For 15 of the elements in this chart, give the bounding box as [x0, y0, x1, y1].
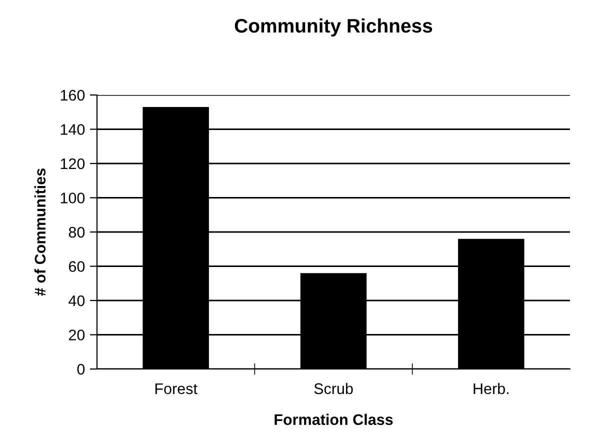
y-tick-label: 120: [60, 158, 85, 170]
y-tick-label: 100: [60, 192, 85, 204]
y-tick-label: 60: [68, 261, 85, 272]
y-tick-label: 0: [77, 364, 85, 375]
y-tick-label: 20: [68, 330, 85, 340]
y-tick-label: 140: [60, 124, 85, 135]
x-tick-label: Forest: [155, 383, 198, 394]
x-tick-label: Herb.: [474, 382, 508, 394]
x-tick-label: Scrub: [314, 382, 353, 394]
chart-title: Community Richness: [234, 18, 432, 37]
y-tick-label: 80: [68, 226, 85, 238]
x-axis-title: Formation Class: [274, 414, 393, 426]
y-axis-title: # of Communities: [34, 168, 46, 296]
y-tick-label: 40: [68, 295, 85, 306]
y-tick-label: 160: [60, 90, 85, 101]
